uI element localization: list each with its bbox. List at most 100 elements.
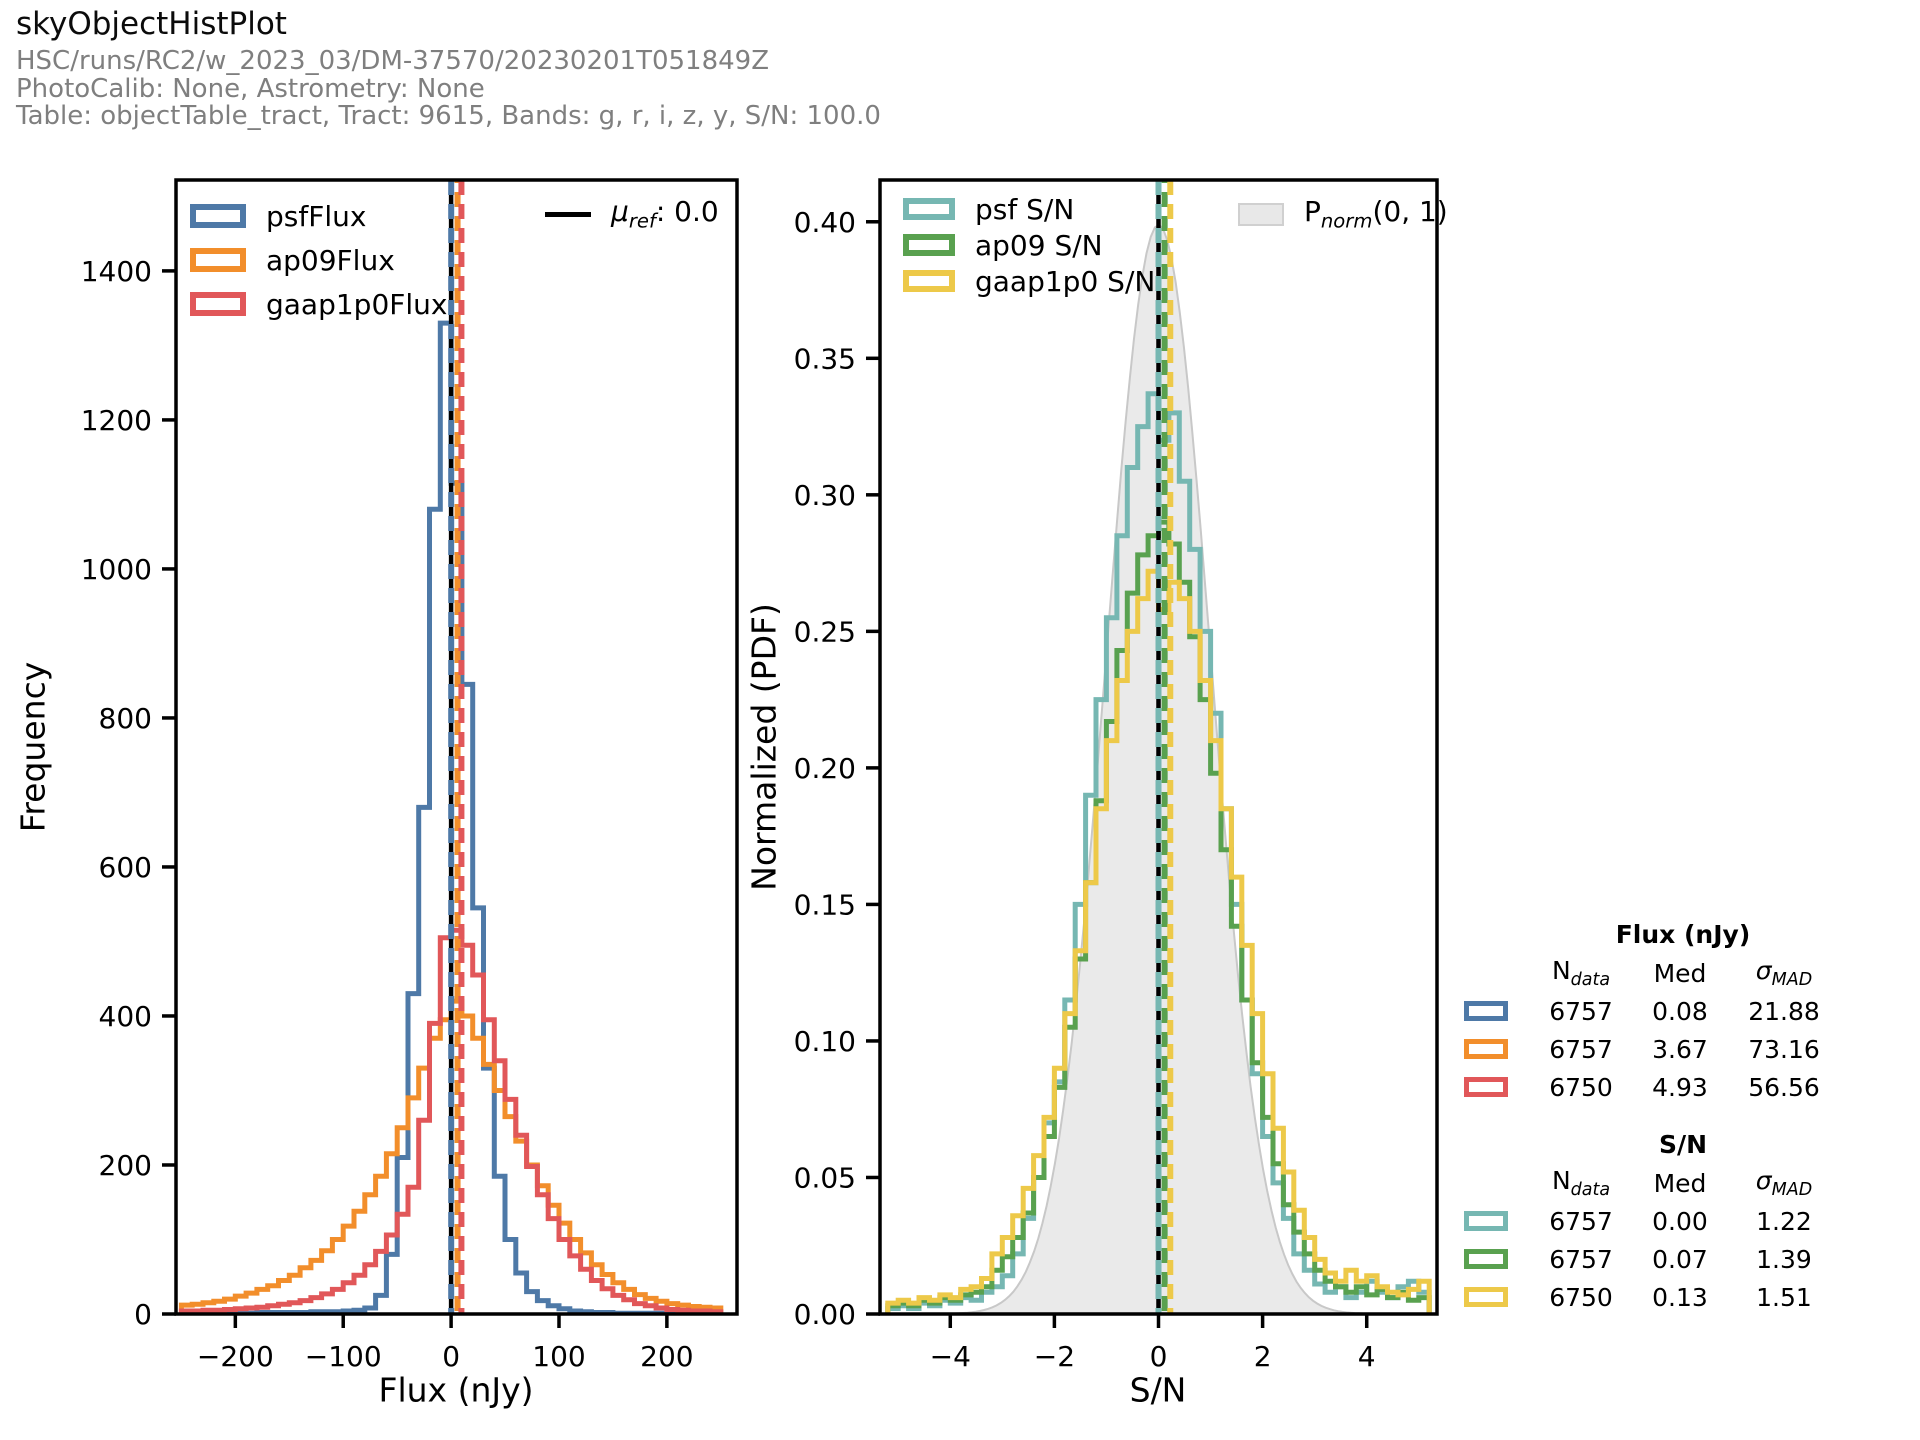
x-tick-label: 4 [1358, 1340, 1376, 1373]
y-tick-label: 600 [99, 851, 152, 884]
ap09-sn-swatch [1464, 1249, 1508, 1269]
table-row: 6757 0.08 21.88 [1462, 992, 1842, 1030]
left-ylabel: Frequency [13, 661, 53, 833]
x-tick-label: 200 [640, 1340, 693, 1373]
mu-subscript: ref [628, 209, 656, 233]
gaap1p0flux-swatch [190, 292, 246, 316]
y-tick-label: 0.20 [794, 752, 856, 785]
legend-label: gaap1p0Flux [266, 287, 448, 321]
table-row: 6750 4.93 56.56 [1462, 1068, 1842, 1106]
sn-stats-title: S/N [1658, 1130, 1708, 1159]
ap09-sn-swatch [903, 234, 955, 256]
y-tick-label: 1200 [81, 404, 152, 437]
legend-label: ap09Flux [266, 243, 395, 277]
y-tick-label: 0 [134, 1298, 152, 1331]
legend-item-psfflux: psfFlux [190, 194, 447, 238]
flux-stats-title: Flux (nJy) [1615, 920, 1751, 949]
y-tick-label: 0.30 [794, 479, 856, 512]
gaap1p0flux-swatch [1464, 1077, 1508, 1097]
table-subtitle: Table: objectTable_tract, Tract: 9615, B… [16, 101, 881, 131]
legend-item-ap09-sn: ap09 S/N [903, 227, 1155, 263]
legend-label: ap09 S/N [975, 228, 1103, 262]
sn-stats-header: Ndata Med σMAD [1462, 1164, 1842, 1202]
psfflux-swatch [1464, 1001, 1508, 1021]
page-title: skyObjectHistPlot [16, 6, 287, 42]
p-subscript: norm [1320, 209, 1373, 233]
ndata-value: 6757 [1549, 1034, 1613, 1064]
y-tick-label: 0.05 [794, 1161, 856, 1194]
calib-subtitle: PhotoCalib: None, Astrometry: None [16, 74, 485, 104]
sigma-mad-value: 1.39 [1756, 1244, 1812, 1274]
stats-table: Flux (nJy) Ndata Med σMAD 6757 0.08 21.8… [1462, 916, 1842, 1316]
med-value: 0.00 [1652, 1206, 1708, 1236]
plot-frame [174, 178, 739, 1316]
med-value: 0.08 [1652, 996, 1708, 1026]
legend-label: gaap1p0 S/N [975, 264, 1156, 298]
y-tick-label: 0.10 [794, 1025, 856, 1058]
legend-label: psf S/N [975, 192, 1075, 226]
pnorm-swatch [1238, 202, 1284, 226]
psfflux-swatch [190, 204, 246, 228]
right-xlabel: S/N [1129, 1370, 1187, 1410]
table-row: 6750 0.13 1.51 [1462, 1278, 1842, 1316]
sigma-mad-value: 21.88 [1748, 996, 1820, 1026]
med-header: Med [1653, 1168, 1707, 1198]
x-tick-label: −4 [930, 1340, 971, 1373]
table-row: 6757 0.00 1.22 [1462, 1202, 1842, 1240]
y-tick-label: 0.35 [794, 342, 856, 375]
ndata-header: Ndata [1551, 956, 1611, 990]
ndata-header: Ndata [1551, 1166, 1611, 1200]
med-value: 4.93 [1652, 1072, 1708, 1102]
ndata-value: 6750 [1549, 1282, 1613, 1312]
med-value: 0.07 [1652, 1244, 1708, 1274]
run-collection-subtitle: HSC/runs/RC2/w_2023_03/DM-37570/20230201… [16, 46, 770, 76]
gaap1p0-sn-swatch [903, 270, 955, 292]
table-row: 6757 0.07 1.39 [1462, 1240, 1842, 1278]
x-tick-label: 2 [1254, 1340, 1272, 1373]
sigma-mad-value: 1.51 [1756, 1282, 1812, 1312]
mu-ref-label: μref: 0.0 [611, 195, 719, 233]
sigma-mad-value: 56.56 [1748, 1072, 1820, 1102]
mu-ref-legend: μref: 0.0 [545, 195, 719, 233]
y-tick-label: 800 [99, 702, 152, 735]
x-tick-label: 100 [532, 1340, 585, 1373]
sigma-mad-header: σMAD [1755, 956, 1813, 990]
pnorm-label: Pnorm(0, 1) [1304, 195, 1448, 233]
y-tick-label: 0.40 [794, 206, 856, 239]
legend-item-ap09flux: ap09Flux [190, 238, 447, 282]
ndata-value: 6757 [1549, 1206, 1613, 1236]
ap09flux-swatch [1464, 1039, 1508, 1059]
plot-area [178, 180, 724, 1314]
ref-line-sample [545, 211, 591, 217]
x-tick-label: −2 [1034, 1340, 1075, 1373]
p-args: (0, 1) [1372, 195, 1448, 229]
table-row: 6757 3.67 73.16 [1462, 1030, 1842, 1068]
sigma-mad-header: σMAD [1755, 1166, 1813, 1200]
psf-sn-swatch [1464, 1211, 1508, 1231]
flux-stats-header: Ndata Med σMAD [1462, 954, 1842, 992]
x-tick-label: 0 [442, 1340, 460, 1373]
legend-item-psf-sn: psf S/N [903, 191, 1155, 227]
med-header: Med [1653, 958, 1707, 988]
y-tick-label: 0.00 [794, 1298, 856, 1331]
x-tick-label: −200 [197, 1340, 274, 1373]
mu-symbol: μ [611, 195, 629, 229]
sigma-mad-value: 73.16 [1748, 1034, 1820, 1064]
pnorm-legend: Pnorm(0, 1) [1238, 195, 1448, 233]
legend-item-gaap1p0-sn: gaap1p0 S/N [903, 263, 1155, 299]
x-tick-label: 0 [1150, 1340, 1168, 1373]
x-tick-label: −100 [305, 1340, 382, 1373]
right-ylabel: Normalized (PDF) [744, 603, 784, 891]
med-value: 3.67 [1652, 1034, 1708, 1064]
plot-area [880, 180, 1437, 1314]
y-tick-label: 1400 [81, 255, 152, 288]
y-tick-label: 1000 [81, 553, 152, 586]
psf-sn-swatch [903, 198, 955, 220]
plot-1: −4 −2 0 2 4 0.00 0.05 0.10 0.15 0.20 0.25 0.30 0.35 0… [794, 178, 1439, 1373]
mu-value: : 0.0 [655, 195, 719, 229]
ndata-value: 6757 [1549, 1244, 1613, 1274]
ndata-value: 6750 [1549, 1072, 1613, 1102]
y-tick-label: 400 [99, 1000, 152, 1033]
